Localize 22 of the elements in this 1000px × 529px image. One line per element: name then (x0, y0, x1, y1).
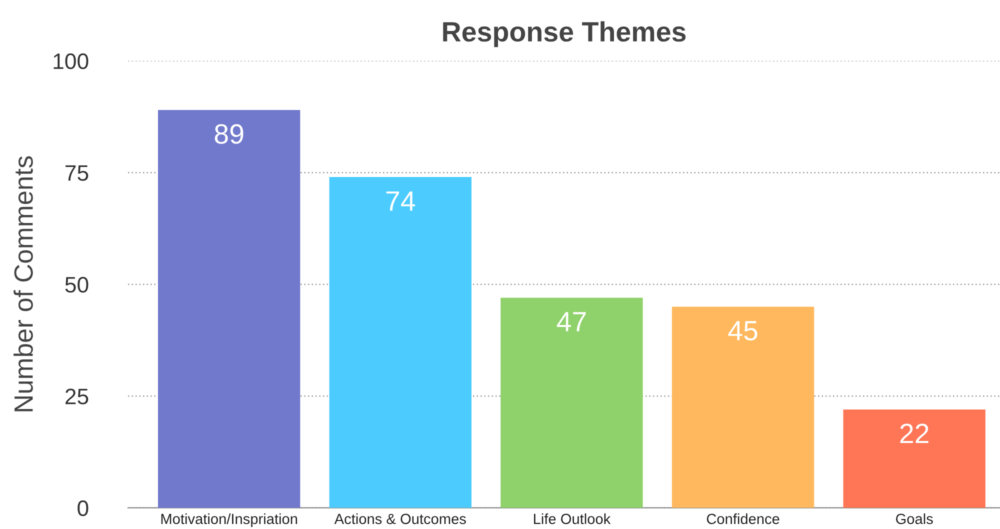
y-tick-label: 100 (54, 53, 88, 70)
x-tick-label: Life Outlook (534, 513, 611, 524)
y-tick-label: 25 (66, 388, 88, 404)
bar (329, 177, 472, 508)
data-label: 89 (214, 124, 244, 144)
bar (843, 410, 986, 508)
data-label: 22 (900, 424, 928, 444)
data-label: 74 (386, 191, 416, 211)
x-tick-label: Actions & Outcomes (334, 513, 466, 524)
data-label: 45 (728, 321, 758, 340)
bar (672, 306, 814, 508)
y-tick-label: 50 (65, 276, 88, 293)
data-label: 47 (556, 312, 586, 332)
y-tick-label: 75 (66, 165, 88, 181)
x-tick-label: Confidence (706, 513, 780, 524)
y-axis-title: Number of Comments (14, 156, 33, 412)
y-tick-label: 0 (78, 500, 88, 516)
x-tick-label: Motivation/Inspriation (161, 513, 298, 527)
chart-title: Response Themes (443, 21, 686, 48)
bar (158, 110, 300, 508)
bar (500, 298, 643, 508)
x-tick-label: Goals (896, 513, 933, 524)
